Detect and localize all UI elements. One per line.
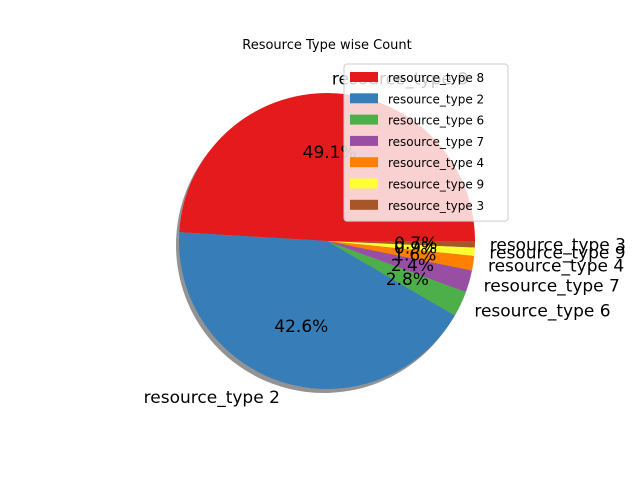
slice-resource-type-7 [327, 241, 473, 292]
legend-entry-resource-type-8: resource_type 8 [388, 71, 484, 85]
slice-resource-type-3 [327, 241, 475, 248]
legend-swatch-resource-type-2 [350, 93, 378, 104]
percent-label-resource-type-8: 49.1% [303, 143, 357, 163]
legend-box [343, 63, 509, 222]
slice-resource-type-4 [327, 241, 475, 271]
legend-entry-resource-type-6: resource_type 6 [388, 114, 484, 128]
outer-label-resource-type-3: resource_type 3 [490, 236, 626, 256]
slice-resource-type-9 [327, 241, 475, 256]
outer-label-resource-type-2: resource_type 2 [144, 388, 280, 408]
legend-swatch-resource-type-7 [350, 135, 378, 146]
legend-swatch-resource-type-8 [350, 72, 378, 82]
chart-title: Resource Type wise Count [242, 38, 412, 53]
slice-resource-type-6 [327, 241, 466, 316]
percent-label-resource-type-9: 0.9% [394, 238, 437, 258]
slice-resource-type-2 [179, 232, 455, 389]
legend-entry-resource-type-7: resource_type 7 [388, 135, 484, 149]
outer-label-resource-type-4: resource_type 4 [488, 256, 624, 276]
percent-label-resource-type-6: 2.8% [386, 270, 429, 290]
legend-swatch-resource-type-6 [350, 114, 378, 125]
legend-swatch-resource-type-3 [350, 199, 378, 210]
percent-label-resource-type-7: 2.4% [391, 256, 434, 276]
outer-label-resource-type-6: resource_type 6 [474, 301, 610, 321]
outer-label-resource-type-9: resource_type 9 [489, 244, 625, 264]
legend-entry-resource-type-9: resource_type 9 [388, 178, 484, 192]
percent-label-resource-type-3: 0.7% [394, 234, 437, 254]
legend-swatch-resource-type-4 [350, 157, 378, 168]
legend-swatch-resource-type-9 [350, 178, 378, 189]
legend-entry-resource-type-2: resource_type 2 [388, 92, 484, 106]
percent-label-resource-type-4: 1.6% [393, 245, 436, 265]
percent-labels: 49.1% 42.6% 2.8%2.4%1.6%0.9%0.7% [274, 143, 437, 337]
legend: resource_type 8 resource_type 2 resource_t… [343, 63, 509, 222]
legend-entry-resource-type-3: resource_type 3 [388, 199, 484, 213]
percent-label-resource-type-2: 42.6% [274, 317, 328, 337]
outer-label-resource-type-7: resource_type 7 [484, 276, 620, 296]
legend-entry-resource-type-4: resource_type 4 [388, 156, 484, 170]
